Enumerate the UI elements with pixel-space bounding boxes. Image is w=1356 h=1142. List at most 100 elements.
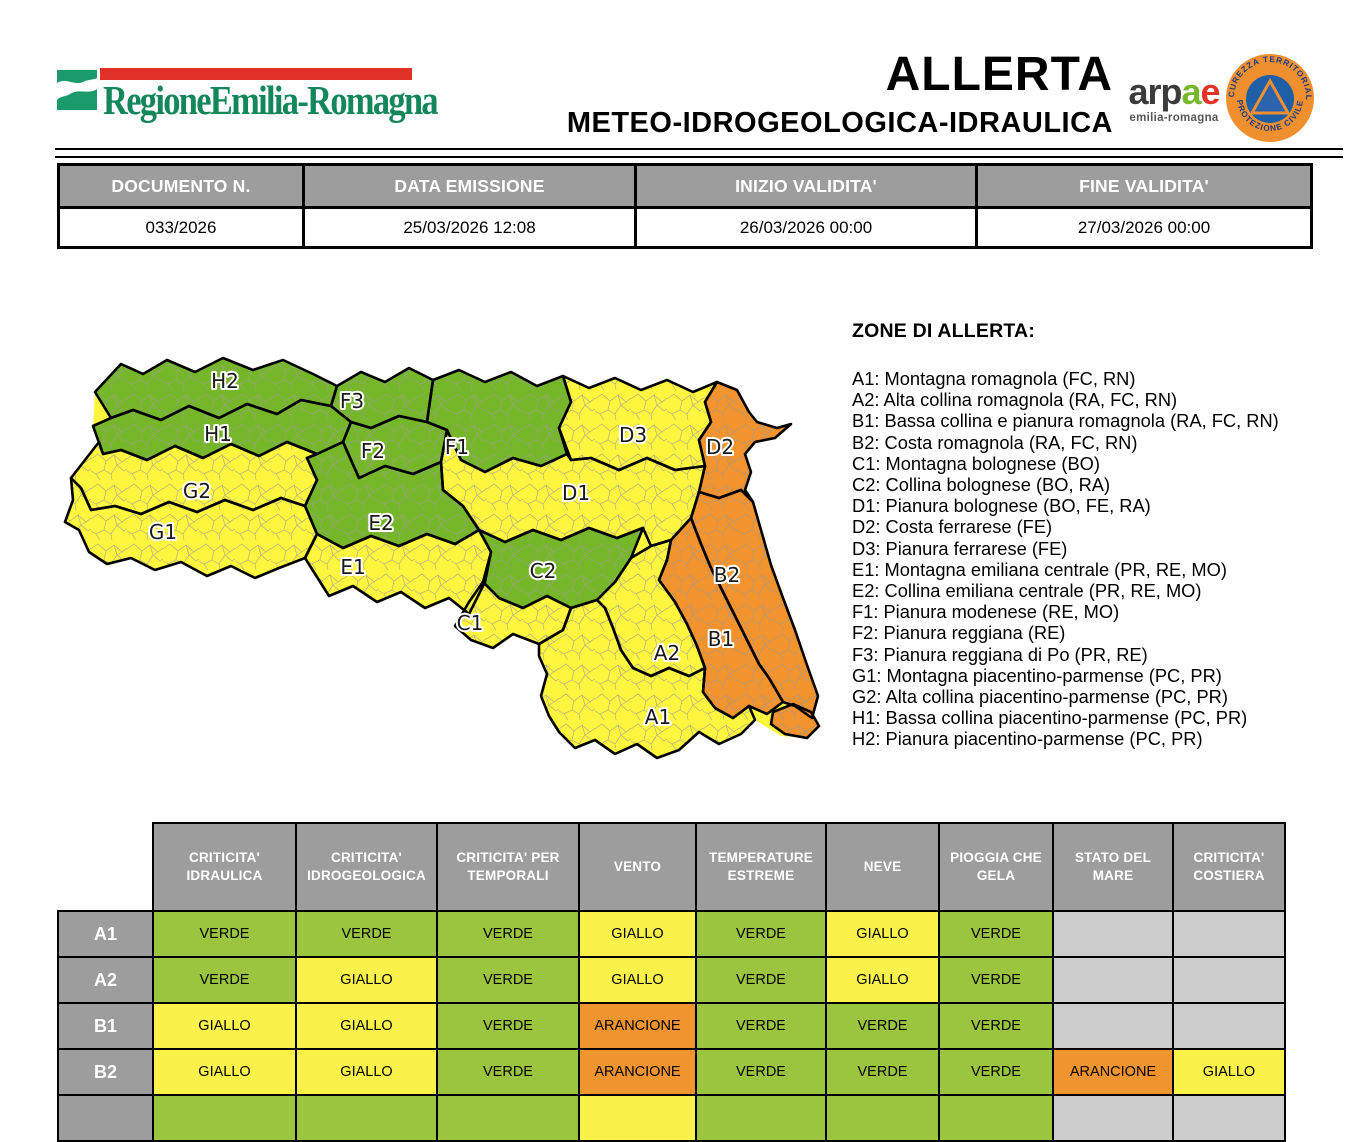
alert-level-cell: VERDE — [695, 1048, 827, 1096]
map-zone-label-h2: H2 — [211, 369, 239, 393]
arpae-logo: arpae emilia-romagna — [1126, 71, 1222, 125]
legend-item: G1: Montagna piacentino-parmense (PC, PR… — [852, 664, 1222, 686]
alert-level-cell: GIALLO — [825, 956, 940, 1004]
alert-bulletin-page: { "header": { "region_logo_text": "Regio… — [55, 49, 1343, 1142]
alert-table-row: B2 GIALLO GIALLO VERDE ARANCIONE VERDE VERDE VE… — [57, 1048, 1286, 1096]
alert-table-zone-cell: B1 — [57, 1002, 154, 1050]
zones-legend-title: ZONE DI ALLERTA: — [852, 320, 1036, 342]
alert-level-cell: GIALLO — [578, 910, 697, 958]
map-municipalities-texture — [699, 382, 791, 502]
alert-table-corner — [58, 823, 153, 911]
legend-item: A1: Montagna romagnola (FC, RN) — [852, 368, 1136, 389]
map-zone-label-f2: F2 — [361, 439, 385, 463]
alert-table-zone-cell: A1 — [57, 910, 154, 958]
legend-item: H1: Bassa collina piacentino-parmense (P… — [852, 707, 1248, 729]
alert-table-column-header: CRITICITA' IDROGEOLOGICA — [295, 822, 438, 912]
alert-level-cell: VERDE — [695, 956, 827, 1004]
legend-item: F1: Pianura modenese (RE, MO) — [852, 601, 1120, 623]
legend-item: C2: Collina bolognese (BO, RA) — [852, 474, 1111, 496]
alert-table-zone-cell — [57, 1094, 154, 1142]
alert-level-cell — [152, 1094, 297, 1142]
title-subtitle: METEO-IDROGEOLOGICA-IDRAULICA — [566, 107, 1113, 140]
map-zone-label-g1: G1 — [149, 520, 177, 544]
zones-legend: ZONE DI ALLERTA: A1: Montagna romagnola … — [852, 320, 1322, 750]
alert-level-cell: VERDE — [695, 1002, 827, 1050]
map-municipalities-texture — [441, 430, 705, 546]
alert-table-column-header: CRITICITA' PER TEMPORALI — [436, 822, 580, 912]
alert-level-cell: VERDE — [938, 956, 1054, 1004]
map-zone-label-c2: C2 — [530, 559, 557, 583]
map-zone-label-f3: F3 — [340, 389, 364, 413]
document-info-table: DOCUMENTO N. DATA EMISSIONE INIZIO VALIDIT… — [57, 163, 1313, 249]
map-municipalities-texture — [659, 518, 783, 718]
alert-level-cell — [825, 1094, 940, 1142]
map-zone-label-e2: E2 — [368, 511, 393, 535]
alert-level-cell: VERDE — [295, 910, 438, 958]
map-zone-label-d1: D1 — [562, 481, 590, 505]
alert-level-cell: VERDE — [436, 1002, 580, 1050]
alert-level-cell: VERDE — [938, 1002, 1054, 1050]
doc-table-value: 26/03/2026 00:00 — [634, 206, 978, 249]
map-municipalities-texture — [305, 530, 491, 614]
alert-table-row — [57, 1094, 1286, 1142]
legend-item: G2: Alta collina piacentino-parmense (PC… — [852, 686, 1228, 708]
alert-table-column-header: CRITICITA' COSTIERA — [1172, 822, 1286, 912]
alert-level-cell: VERDE — [938, 1048, 1054, 1096]
document-title: ALLERTA METEO-IDROGEOLOGICA-IDRAULICA — [566, 49, 1113, 140]
doc-table-value: 25/03/2026 12:08 — [302, 206, 637, 249]
alert-level-cell: ARANCIONE — [1052, 1048, 1174, 1096]
alert-table-zone-cell: A2 — [57, 956, 154, 1004]
alert-level-cell: VERDE — [436, 1048, 580, 1096]
alert-table-column-header: TEMPERATURE ESTREME — [695, 822, 827, 912]
alert-level-cell — [436, 1094, 580, 1142]
map-zone-border — [303, 528, 493, 616]
map-municipalities-texture — [597, 540, 705, 676]
map-municipalities-texture — [479, 528, 643, 608]
map-municipalities-texture — [343, 416, 447, 478]
legend-item: D1: Pianura bolognese (BO, FE, RA) — [852, 495, 1151, 517]
alert-level-cell — [1172, 910, 1286, 958]
map-zone-label-d2: D2 — [706, 435, 734, 459]
alert-level-cell: VERDE — [825, 1002, 940, 1050]
alert-table-header-row: CRITICITA' IDRAULICA CRITICITA' IDROGEOLO… — [58, 822, 1286, 912]
legend-item: D3: Pianura ferrarese (FE) — [852, 537, 1068, 559]
map-zone-label-c1: C1 — [457, 611, 484, 635]
alert-level-cell: VERDE — [436, 910, 580, 958]
alert-table-column-header: VENTO — [578, 822, 697, 912]
regione-emilia-romagna-logo: RegioneEmilia-Romagna — [57, 62, 439, 123]
alert-level-cell — [1172, 1002, 1286, 1050]
alert-level-cell — [938, 1094, 1054, 1142]
map-municipalities-texture — [691, 490, 818, 718]
alert-level-cell: VERDE — [436, 956, 580, 1004]
legend-item: E1: Montagna emiliana centrale (PR, RE, … — [852, 558, 1227, 580]
arpae-subtitle: emilia-romagna — [1129, 112, 1219, 124]
legend-item: A2: Alta collina romagnola (RA, FC, RN) — [852, 389, 1178, 411]
map-zone-label-b1: B1 — [708, 627, 734, 651]
alert-levels-table: CRITICITA' IDRAULICA CRITICITA' IDROGEOLO… — [57, 822, 1286, 1142]
map-municipalities-texture — [771, 704, 819, 738]
map-zone-label-e1: E1 — [340, 555, 365, 579]
alert-level-cell: GIALLO — [295, 1048, 438, 1096]
doc-table-header-row: DOCUMENTO N. DATA EMISSIONE INIZIO VALIDIT… — [57, 163, 1313, 209]
map-zone-border — [537, 598, 757, 760]
alert-level-cell: ARANCIONE — [578, 1048, 697, 1096]
alert-table-row: A2 VERDE GIALLO VERDE GIALLO VERDE GIALLO VERDE — [57, 956, 1286, 1004]
map-municipalities-texture — [539, 600, 755, 758]
regione-logo-red-bar — [100, 68, 412, 80]
alert-table-column-header: NEVE — [825, 822, 940, 912]
map-municipalities-texture — [93, 400, 351, 460]
alert-level-cell: VERDE — [938, 910, 1054, 958]
map-zone-label-b2: B2 — [714, 563, 740, 587]
arpae-wordmark: arpae — [1128, 71, 1220, 112]
doc-table-value-row: 033/2026 25/03/2026 12:08 26/03/2026 00:00… — [57, 206, 1313, 249]
alert-level-cell — [1052, 910, 1174, 958]
alert-level-cell: VERDE — [152, 910, 297, 958]
alert-table-column-header: STATO DEL MARE — [1052, 822, 1174, 912]
alert-table-column-header: PIOGGIA CHE GELA — [938, 822, 1054, 912]
doc-table-header: FINE VALIDITA' — [975, 163, 1313, 209]
doc-table-value: 27/03/2026 00:00 — [975, 206, 1313, 249]
alert-level-cell — [1052, 956, 1174, 1004]
legend-item: B1: Bassa collina e pianura romagnola (R… — [852, 410, 1279, 432]
alert-table-zone-cell: B2 — [57, 1048, 154, 1096]
alert-level-cell: GIALLO — [152, 1002, 297, 1050]
